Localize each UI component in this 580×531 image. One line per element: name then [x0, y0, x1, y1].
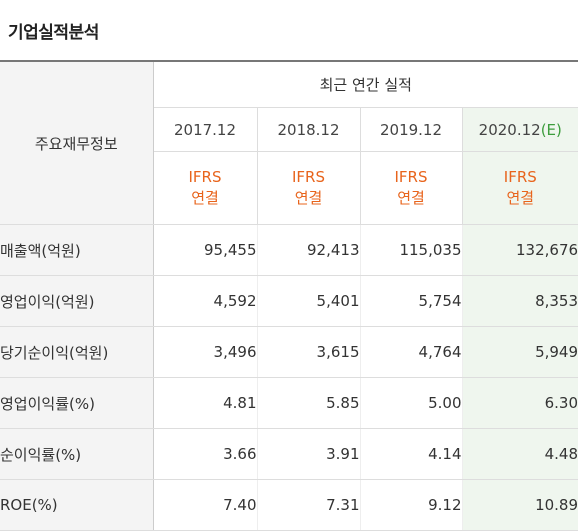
cell-value: 5,401 — [257, 275, 361, 327]
year-header-2018: 2018.12 — [257, 107, 361, 152]
row-label: 매출액(억원) — [0, 224, 154, 276]
cell-value: 95,455 — [153, 224, 258, 276]
year-header-2017: 2017.12 — [153, 107, 258, 152]
cell-value: 4,592 — [153, 275, 258, 327]
basis-standard: IFRS — [188, 168, 222, 186]
basis-scope: 연결 — [191, 189, 219, 207]
cell-value: 5.85 — [257, 377, 361, 429]
cell-value-estimate: 4.48 — [462, 428, 579, 480]
cell-value: 7.31 — [257, 479, 361, 531]
cell-value: 3,615 — [257, 326, 361, 378]
table-row: 영업이익(억원) 4,592 5,401 5,754 8,353 — [0, 275, 579, 327]
estimate-mark: (E) — [540, 120, 562, 139]
basis-2018: IFRS 연결 — [257, 151, 361, 225]
cell-value: 4,764 — [360, 326, 463, 378]
cell-value-estimate: 10.89 — [462, 479, 579, 531]
basis-scope: 연결 — [397, 189, 425, 207]
cell-value: 4.81 — [153, 377, 258, 429]
basis-2017: IFRS 연결 — [153, 151, 258, 225]
cell-value: 115,035 — [360, 224, 463, 276]
cell-value-estimate: 6.30 — [462, 377, 579, 429]
year-label: 2020.12 — [478, 120, 541, 139]
cell-value: 3.66 — [153, 428, 258, 480]
financial-summary-table: 주요재무정보 최근 연간 실적 2017.12 2018.12 2019.12 … — [0, 60, 579, 531]
table-row: 매출액(억원) 95,455 92,413 115,035 132,676 — [0, 224, 579, 276]
cell-value: 92,413 — [257, 224, 361, 276]
basis-2019: IFRS 연결 — [360, 151, 463, 225]
basis-standard: IFRS — [503, 168, 537, 186]
row-label: 영업이익(억원) — [0, 275, 154, 327]
cell-value: 3,496 — [153, 326, 258, 378]
row-label: 영업이익률(%) — [0, 377, 154, 429]
row-label: 순이익률(%) — [0, 428, 154, 480]
section-title: 기업실적분석 — [8, 23, 99, 43]
cell-value: 4.14 — [360, 428, 463, 480]
cell-value: 5,754 — [360, 275, 463, 327]
basis-standard: IFRS — [292, 168, 325, 186]
basis-scope: 연결 — [506, 189, 535, 207]
basis-2020: IFRS 연결 — [462, 151, 579, 225]
cell-value: 9.12 — [360, 479, 463, 531]
row-label: 당기순이익(억원) — [0, 326, 154, 378]
row-label: ROE(%) — [0, 479, 154, 531]
cell-value: 7.40 — [153, 479, 258, 531]
basis-scope: 연결 — [294, 189, 323, 207]
corner-header: 주요재무정보 — [0, 61, 154, 225]
cell-value: 3.91 — [257, 428, 361, 480]
annual-results-header: 최근 연간 실적 — [153, 61, 579, 108]
cell-value-estimate: 5,949 — [462, 326, 579, 378]
table-row: 영업이익률(%) 4.81 5.85 5.00 6.30 — [0, 377, 579, 429]
cell-value: 5.00 — [360, 377, 463, 429]
cell-value-estimate: 8,353 — [462, 275, 579, 327]
cell-value-estimate: 132,676 — [462, 224, 579, 276]
table-row: 순이익률(%) 3.66 3.91 4.14 4.48 — [0, 428, 579, 480]
year-header-2020-estimate: 2020.12(E) — [462, 107, 579, 152]
table-row: ROE(%) 7.40 7.31 9.12 10.89 — [0, 479, 579, 531]
table-row: 당기순이익(억원) 3,496 3,615 4,764 5,949 — [0, 326, 579, 378]
basis-standard: IFRS — [394, 168, 428, 186]
year-header-2019: 2019.12 — [360, 107, 463, 152]
